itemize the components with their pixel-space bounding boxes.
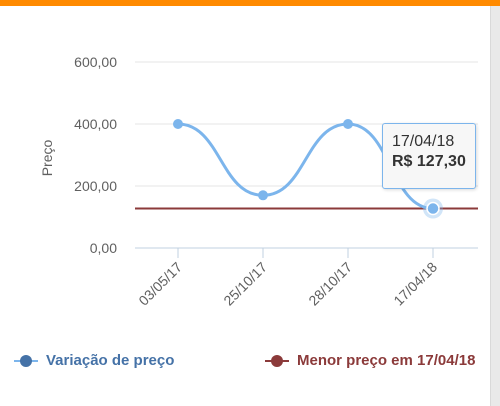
data-point: [426, 201, 440, 216]
legend-item-price-variation[interactable]: Variação de preço: [14, 349, 174, 373]
tooltip-date: 17/04/18: [392, 133, 455, 150]
y-axis-label: Preço: [39, 140, 55, 177]
y-tick-label: 200,00: [74, 178, 117, 194]
x-tick-label: 28/10/17: [305, 259, 355, 309]
chart-panel: 0,00 200,00 400,00 600,00 Preço 03/05/17 25/10…: [0, 6, 491, 406]
legend-label: Menor preço em 17/04/18: [297, 352, 476, 369]
x-tick-label: 17/04/18: [390, 259, 440, 309]
legend-item-lowest-price[interactable]: Menor preço em 17/04/18: [265, 349, 475, 373]
point-tooltip: 17/04/18 R$ 127,30: [382, 123, 476, 189]
price-chart: 0,00 200,00 400,00 600,00 Preço 03/05/17 25/10…: [39, 54, 478, 309]
y-tick-label: 400,00: [74, 116, 117, 132]
legend-line-dot-icon: [265, 354, 289, 368]
axis-layer: 0,00 200,00 400,00 600,00 Preço 03/05/17 25/10…: [39, 54, 440, 309]
tooltip-value: R$ 127,30: [392, 153, 466, 170]
y-tick-label: 600,00: [74, 54, 117, 70]
top-accent-bar: [0, 0, 500, 6]
x-tick-label: 25/10/17: [220, 259, 270, 309]
data-point: [258, 190, 268, 201]
legend-label: Variação de preço: [46, 352, 175, 369]
data-point: [173, 119, 183, 129]
y-tick-label: 0,00: [90, 240, 117, 256]
x-tick-label: 03/05/17: [135, 259, 185, 309]
chart-legend: Variação de preço Menor preço em 17/04/1…: [0, 349, 490, 373]
data-point: [343, 119, 353, 129]
legend-line-dot-icon: [14, 354, 38, 368]
